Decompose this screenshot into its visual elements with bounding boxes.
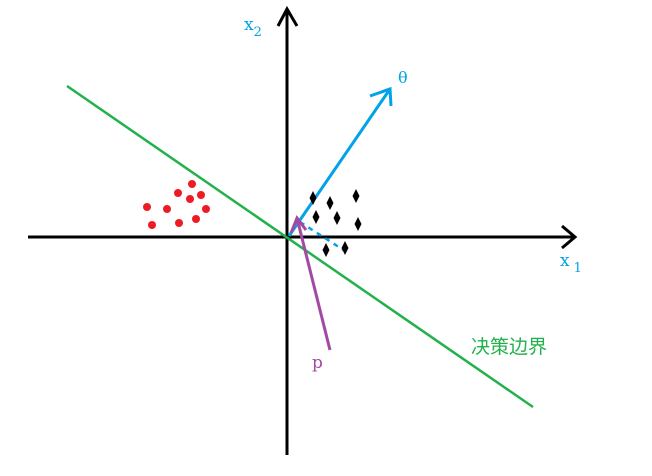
theta-vector [287, 86, 393, 237]
black-point [341, 241, 349, 255]
black-point [322, 243, 330, 257]
red-point [188, 180, 196, 188]
red-point [174, 189, 182, 197]
p-vector [289, 214, 332, 351]
decision-boundary-label: 决策边界 [471, 336, 547, 358]
x2-label: x2 [244, 15, 262, 40]
black-point [326, 196, 334, 210]
red-point [175, 219, 183, 227]
red-point [148, 221, 156, 229]
red-point [202, 205, 210, 213]
red-point [143, 203, 151, 211]
theta-label: θ [398, 68, 408, 87]
p-label: p [312, 353, 323, 373]
x2-axis [276, 5, 299, 455]
black-point [309, 191, 317, 205]
black-point [333, 211, 341, 225]
decision-boundary-line [66, 84, 534, 409]
black-point [354, 217, 362, 231]
black-class-points [309, 189, 362, 257]
red-class-points [143, 180, 210, 229]
black-point [312, 210, 320, 224]
projection-dashed-line [299, 220, 346, 253]
red-point [163, 205, 171, 213]
red-point [197, 191, 205, 199]
red-point [186, 195, 194, 203]
black-point [352, 189, 360, 203]
red-point [192, 215, 200, 223]
